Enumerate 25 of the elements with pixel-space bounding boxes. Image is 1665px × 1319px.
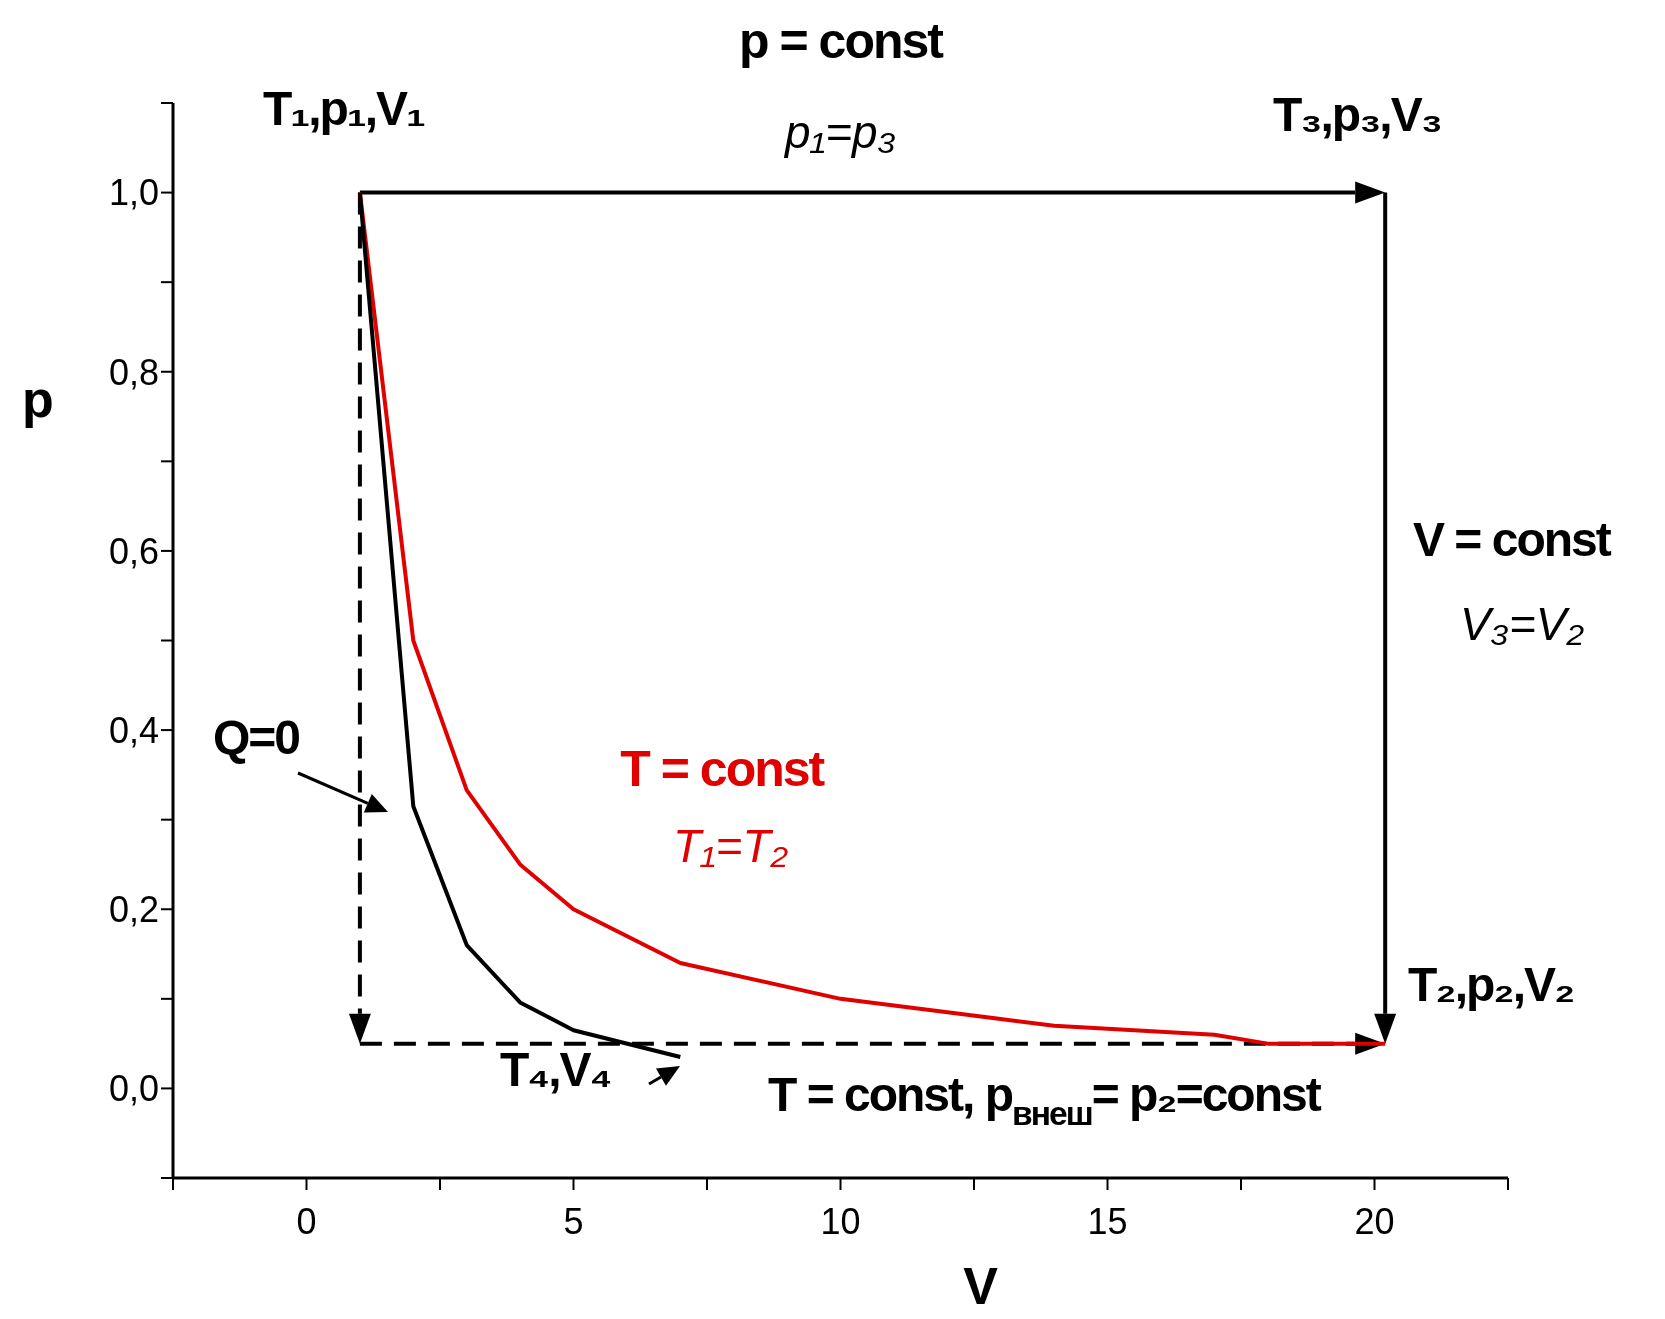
- annotation: T₃,p₃,V₃: [1273, 87, 1441, 141]
- chart-title: p = const: [739, 13, 945, 70]
- text: T = const: [620, 741, 826, 798]
- annotation: T₁,p₁,V₁: [263, 81, 426, 135]
- annotation: V₃=V₂: [1460, 598, 1585, 651]
- annotation: T₄,V₄: [500, 1042, 611, 1096]
- annotation: T = const, p$_{внеш}$= p₂=const: [768, 1067, 1322, 1133]
- x-axis-title: V: [963, 1256, 999, 1315]
- y-axis-title: p: [22, 369, 54, 428]
- annotation: V = const: [1413, 512, 1612, 566]
- x-tick-label: 0: [296, 1200, 317, 1242]
- x-tick-label: 10: [820, 1200, 861, 1242]
- annotation: T₂,p₂,V₂: [1408, 957, 1574, 1011]
- x-tick-label: 15: [1087, 1200, 1128, 1242]
- x-tick-label: 5: [563, 1200, 584, 1242]
- y-tick-label: 0,4: [108, 709, 159, 751]
- annotation: Q=0: [213, 710, 300, 764]
- y-tick-label: 0,6: [108, 530, 159, 572]
- y-tick-label: 0,8: [108, 351, 159, 393]
- annotation: T₁=T₂: [673, 820, 789, 873]
- y-tick-label: 0,0: [108, 1068, 159, 1110]
- y-tick-label: 0,2: [108, 889, 159, 931]
- y-tick-label: 1,0: [108, 172, 159, 214]
- x-tick-label: 20: [1354, 1200, 1395, 1242]
- chart-subtitle: p₁=p₃: [783, 106, 896, 159]
